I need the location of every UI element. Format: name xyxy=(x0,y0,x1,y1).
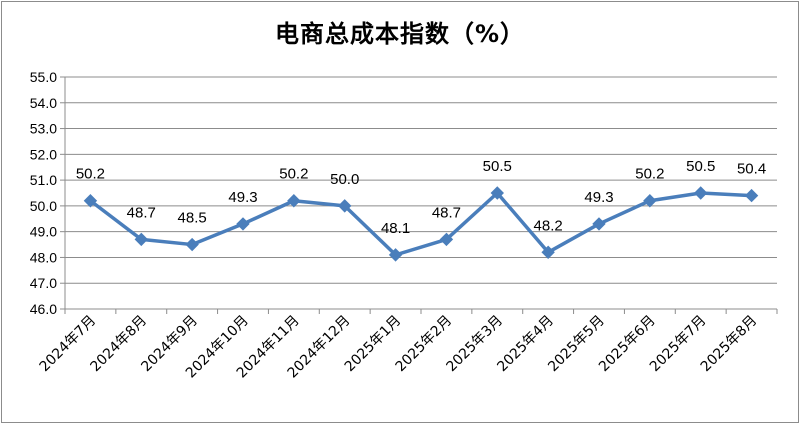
data-label: 48.7 xyxy=(432,204,461,221)
data-point-marker xyxy=(592,217,606,231)
data-point-marker xyxy=(236,217,250,231)
data-point-marker xyxy=(185,237,199,252)
data-label: 49.3 xyxy=(584,189,613,206)
data-point-marker xyxy=(134,232,148,247)
chart-title: 电商总成本指数（%） xyxy=(274,20,526,48)
data-point-marker xyxy=(541,245,555,259)
y-tick-label: 54.0 xyxy=(30,95,57,111)
y-tick-label: 53.0 xyxy=(30,121,57,137)
data-label: 48.1 xyxy=(381,220,410,237)
y-tick-label: 52.0 xyxy=(30,146,57,162)
data-point-marker xyxy=(439,232,454,247)
data-point-marker xyxy=(694,186,708,200)
data-label: 48.7 xyxy=(127,204,156,221)
data-point-marker xyxy=(388,248,403,262)
data-label: 49.3 xyxy=(228,189,257,206)
data-label: 50.2 xyxy=(76,166,105,183)
y-tick-label: 48.0 xyxy=(30,249,57,265)
data-point-marker xyxy=(643,194,657,208)
data-point-marker xyxy=(490,186,504,200)
y-tick-label: 49.0 xyxy=(30,224,57,240)
data-point-marker xyxy=(83,194,98,208)
data-label: 48.2 xyxy=(534,217,563,234)
data-label: 50.5 xyxy=(483,158,512,175)
y-tick-label: 50.0 xyxy=(30,198,57,214)
data-label: 50.5 xyxy=(686,158,715,175)
data-point-marker xyxy=(744,188,759,203)
y-tick-label: 55.0 xyxy=(30,69,57,85)
data-point-marker xyxy=(338,199,352,213)
y-tick-label: 47.0 xyxy=(30,275,57,291)
data-label: 48.5 xyxy=(178,210,207,227)
data-label: 50.4 xyxy=(737,161,766,178)
data-label: 50.0 xyxy=(330,171,359,188)
y-tick-label: 51.0 xyxy=(30,172,57,188)
y-tick-label: 46.0 xyxy=(30,301,57,317)
series-line xyxy=(89,191,752,257)
data-point-marker xyxy=(287,194,301,208)
data-label: 50.2 xyxy=(635,166,664,183)
data-label: 50.2 xyxy=(279,166,308,183)
